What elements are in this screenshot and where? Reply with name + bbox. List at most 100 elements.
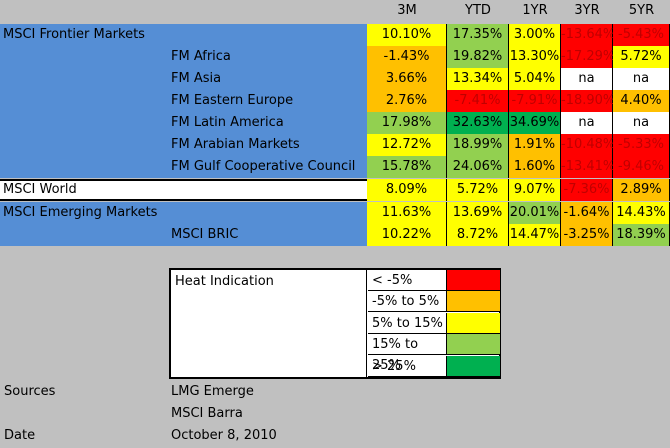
value-cell: -17.29% (561, 46, 615, 68)
value-cell: 12.72% (367, 134, 447, 156)
col-header-1yr: 1YR (522, 3, 548, 18)
value-cell: 10.22% (367, 224, 447, 246)
value-cell: na (613, 68, 670, 90)
row-label-band (0, 134, 367, 156)
row-label-band (0, 46, 367, 68)
legend-row: -5% to 5% (368, 291, 500, 313)
value-cell: na (561, 68, 613, 90)
row-label-band (0, 112, 367, 134)
sources-label: Sources (4, 384, 56, 399)
value-cell: 2.89% (613, 179, 670, 201)
row-label: FM Gulf Cooperative Council (171, 159, 356, 174)
value-cell: 19.82% (447, 46, 509, 68)
value-cell: 18.99% (447, 134, 509, 156)
legend-range-label: -5% to 5% (368, 291, 447, 313)
value-cell: 32.63% (447, 112, 509, 134)
legend-title: Heat Indication (171, 270, 367, 377)
row-label-band (0, 24, 367, 46)
legend-swatch (447, 312, 500, 334)
date-label: Date (4, 428, 36, 443)
row-label: FM Eastern Europe (171, 93, 294, 108)
value-cell: 8.09% (367, 179, 447, 201)
value-cell: 10.10% (367, 24, 447, 46)
table-row: FM Gulf Cooperative Council 15.78% 24.06% 1… (0, 156, 670, 178)
value-cell: -10.48% (561, 134, 615, 156)
value-cell: 3.00% (509, 24, 561, 46)
heat-legend: Heat Indication < -5% -5% to 5% 5% to 15% 1… (169, 268, 501, 379)
table-row: MSCI World 8.09% 5.72% 9.07% -7.36% 2.89% (0, 179, 670, 201)
value-cell: 5.72% (447, 179, 509, 201)
legend-range-label: 15% to 25% (368, 334, 447, 373)
value-cell: 15.78% (367, 156, 447, 178)
col-header-ytd: YTD (465, 3, 491, 18)
row-label-band (0, 90, 367, 112)
row-label: FM Arabian Markets (171, 137, 300, 152)
table-row: FM Latin America 17.98% 32.63% 34.69% na na (0, 112, 670, 134)
legend-range-label: < -5% (368, 270, 447, 291)
value-cell: 11.63% (367, 202, 447, 224)
value-cell: 13.30% (509, 46, 561, 68)
value-cell: 13.69% (447, 202, 509, 224)
table-row: FM Eastern Europe 2.76% -7.41% -7.91% -18.90… (0, 90, 670, 112)
value-cell: 1.91% (509, 134, 561, 156)
value-cell: -13.41% (561, 156, 615, 178)
col-header-3yr: 3YR (574, 3, 600, 18)
value-cell: 3.66% (367, 68, 447, 90)
value-cell: -5.33% (613, 134, 670, 156)
value-cell: 8.72% (447, 224, 509, 246)
source-value: LMG Emerge (171, 384, 254, 399)
value-cell: 4.40% (613, 90, 670, 112)
value-cell: -7.36% (561, 179, 613, 201)
table-row: MSCI BRIC 10.22% 8.72% 14.47% -3.25% 18.39% (0, 224, 670, 246)
row-label: MSCI Frontier Markets (3, 27, 145, 42)
value-cell: 5.04% (509, 68, 561, 90)
value-cell: -3.25% (561, 224, 613, 246)
legend-swatch (447, 291, 500, 313)
value-cell: -1.43% (367, 46, 447, 68)
legend-row: 5% to 15% (368, 312, 500, 334)
row-label: FM Latin America (171, 115, 284, 130)
value-cell: 17.35% (447, 24, 509, 46)
date-value: October 8, 2010 (171, 428, 277, 443)
value-cell: 20.01% (509, 202, 561, 224)
source-value: MSCI Barra (171, 406, 243, 421)
value-cell: -1.64% (561, 202, 613, 224)
legend-range-label: > 25% (368, 355, 447, 377)
row-label: MSCI World (3, 182, 77, 197)
value-cell: 14.47% (509, 224, 561, 246)
legend-row: > 25% (368, 355, 500, 377)
value-cell: 5.72% (613, 46, 670, 68)
legend-row: 15% to 25% (368, 334, 500, 373)
legend-swatch (447, 334, 500, 356)
value-cell: 2.76% (367, 90, 447, 112)
value-cell: -7.41% (447, 90, 509, 112)
value-cell: 14.43% (613, 202, 670, 224)
value-cell: -13.64% (561, 24, 615, 46)
row-label-band (0, 202, 367, 224)
value-cell: 9.07% (509, 179, 561, 201)
row-label: MSCI Emerging Markets (3, 205, 158, 220)
value-cell: 13.34% (447, 68, 509, 90)
value-cell: 18.39% (613, 224, 670, 246)
row-label-band (0, 179, 367, 201)
table-row: MSCI Emerging Markets 11.63% 13.69% 20.01% -… (0, 202, 670, 224)
value-cell: -9.46% (613, 156, 670, 178)
value-cell: na (613, 112, 670, 134)
col-header-5yr: 5YR (628, 3, 655, 18)
row-label-band (0, 224, 367, 246)
row-label: FM Africa (171, 49, 231, 64)
table-row: FM Africa -1.43% 19.82% 13.30% -17.29% 5.72% (0, 46, 670, 68)
value-cell: 17.98% (367, 112, 447, 134)
legend-range-label: 5% to 15% (368, 312, 447, 334)
legend-swatch (447, 270, 500, 291)
row-label: MSCI BRIC (171, 227, 239, 242)
value-cell: -7.91% (509, 90, 561, 112)
row-label-band (0, 68, 367, 90)
row-label-band (0, 156, 367, 178)
legend-swatch (447, 355, 500, 377)
value-cell: 1.60% (509, 156, 561, 178)
value-cell: 34.69% (509, 112, 561, 134)
table-row: FM Asia 3.66% 13.34% 5.04% na na (0, 68, 670, 90)
col-header-3m: 3M (397, 3, 417, 18)
